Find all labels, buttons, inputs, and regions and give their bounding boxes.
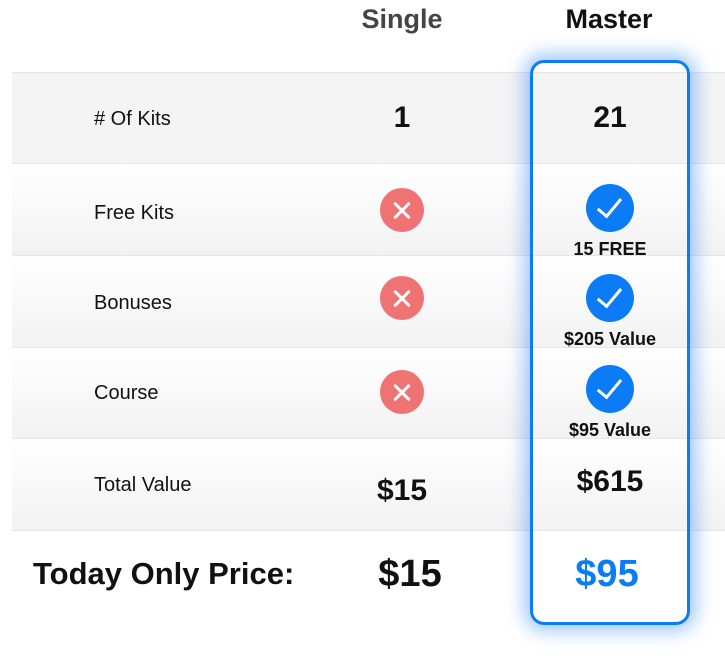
single-column-header: Single	[361, 4, 443, 34]
row-label: Bonuses	[94, 292, 172, 314]
check-icon	[586, 184, 634, 232]
x-icon	[380, 370, 424, 414]
single-cell	[322, 276, 482, 325]
master-price: $95	[575, 553, 639, 595]
single-cell	[322, 188, 482, 237]
table-row: Total Value $15 $615	[12, 438, 725, 530]
row-label: Free Kits	[94, 202, 175, 224]
single-cell	[322, 370, 482, 419]
check-icon	[586, 365, 634, 413]
master-cell: $95 Value	[530, 365, 690, 441]
master-note: 15 FREE	[573, 239, 647, 259]
master-cell: 15 FREE	[530, 184, 690, 260]
x-icon	[380, 276, 424, 320]
row-label: Course	[94, 382, 159, 404]
single-value: 1	[393, 101, 411, 134]
x-icon	[380, 188, 424, 232]
table-row: # Of Kits 1 21	[12, 72, 725, 163]
table-row: Course $95 Value	[12, 347, 725, 441]
master-note: $95 Value	[568, 420, 652, 440]
single-price: $15	[378, 553, 442, 595]
master-cell: $205 Value	[530, 274, 690, 350]
table-row: Free Kits 15 FREE	[12, 163, 725, 259]
table-row: Bonuses $205 Value	[12, 255, 725, 350]
check-icon	[586, 274, 634, 322]
single-value: $15	[376, 474, 428, 507]
price-label: Today Only Price:	[33, 556, 295, 591]
price-row: Today Only Price: $15 $95	[12, 530, 725, 630]
master-note: $205 Value	[563, 329, 657, 349]
master-value: $615	[576, 465, 644, 498]
master-value: 21	[593, 101, 627, 134]
row-label: Total Value	[94, 474, 192, 496]
row-label: # Of Kits	[94, 108, 171, 130]
master-column-header: Master	[565, 4, 653, 34]
